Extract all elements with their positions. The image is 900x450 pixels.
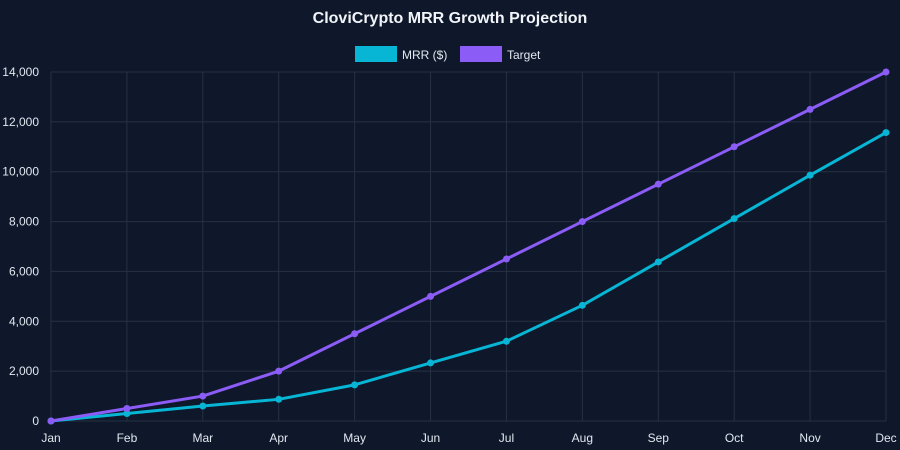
data-point[interactable]: [882, 68, 890, 76]
x-tick-label: Dec: [875, 431, 896, 445]
data-point[interactable]: [427, 292, 435, 300]
data-point[interactable]: [47, 417, 55, 425]
x-tick-label: Jan: [41, 431, 60, 445]
data-point[interactable]: [275, 395, 283, 403]
x-tick-label: Nov: [799, 431, 820, 445]
legend-label: Target: [507, 48, 541, 62]
x-tick-label: Feb: [117, 431, 138, 445]
series-line: [49, 131, 888, 423]
data-point[interactable]: [351, 330, 359, 338]
x-axis-ticks: Jan Feb Mar Apr May Jun Jul Aug Sep Oct Nov Dec: [41, 431, 896, 445]
data-point[interactable]: [730, 215, 738, 223]
data-point[interactable]: [578, 301, 586, 309]
x-tick-label: Oct: [725, 431, 744, 445]
data-point[interactable]: [502, 337, 510, 345]
legend-swatch: [460, 46, 502, 62]
y-tick-label: 4,000: [9, 314, 39, 328]
series-line: [49, 70, 888, 423]
grid: [50, 71, 887, 422]
x-tick-label: Jun: [421, 431, 440, 445]
legend-item[interactable]: MRR ($): [355, 46, 447, 62]
data-point[interactable]: [123, 405, 131, 413]
y-tick-label: 14,000: [2, 65, 39, 79]
y-tick-label: 6,000: [9, 264, 39, 278]
data-point[interactable]: [578, 218, 586, 226]
y-tick-label: 8,000: [9, 215, 39, 229]
series-2: [47, 68, 890, 425]
data-point[interactable]: [502, 255, 510, 263]
x-tick-label: Jul: [499, 431, 514, 445]
y-tick-label: 0: [32, 414, 39, 428]
data-point[interactable]: [275, 367, 283, 375]
x-tick-label: Apr: [269, 431, 288, 445]
data-point[interactable]: [730, 143, 738, 151]
series-1: [47, 129, 890, 425]
data-point[interactable]: [806, 171, 814, 179]
legend-swatch: [355, 46, 397, 62]
data-point[interactable]: [806, 105, 814, 113]
y-tick-label: 2,000: [9, 364, 39, 378]
x-tick-label: Aug: [572, 431, 593, 445]
x-tick-label: Mar: [192, 431, 213, 445]
data-point[interactable]: [123, 410, 131, 418]
data-point[interactable]: [882, 129, 890, 137]
y-tick-label: 12,000: [2, 115, 39, 129]
data-point[interactable]: [654, 258, 662, 266]
x-tick-label: Sep: [648, 431, 670, 445]
data-point[interactable]: [199, 402, 207, 410]
data-point[interactable]: [351, 381, 359, 389]
data-point[interactable]: [654, 180, 662, 188]
legend-item[interactable]: Target: [460, 46, 541, 62]
y-tick-label: 10,000: [2, 165, 39, 179]
x-tick-label: May: [343, 431, 366, 445]
series-lines: [47, 68, 890, 425]
data-point[interactable]: [427, 359, 435, 367]
legend-label: MRR ($): [402, 48, 447, 62]
legend[interactable]: MRR ($) Target: [355, 46, 541, 62]
chart-title: CloviCrypto MRR Growth Projection: [313, 10, 588, 27]
y-axis-ticks: 0 2,000 4,000 6,000 8,000 10,000 12,000 14,000: [2, 65, 39, 428]
data-point[interactable]: [199, 392, 207, 400]
